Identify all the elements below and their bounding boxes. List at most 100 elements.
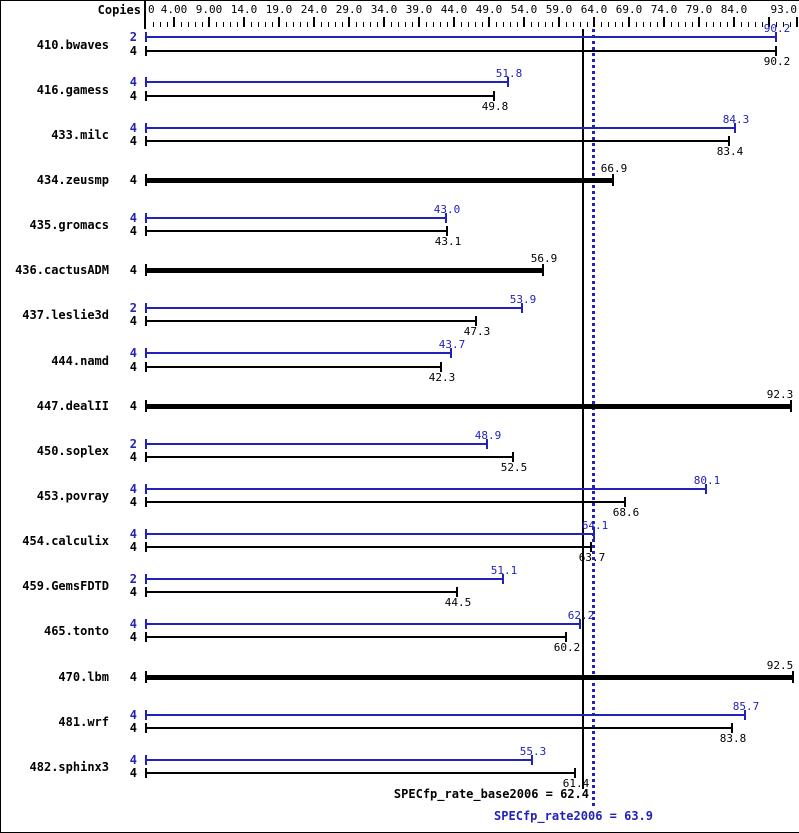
bar-value-label: 61.4 (562, 777, 590, 790)
copies-value: 4 (129, 173, 137, 187)
copies-value: 4 (129, 263, 137, 277)
bar-base (146, 727, 733, 729)
x-axis-minor-tick (580, 22, 581, 27)
bar-end-cap (512, 452, 514, 462)
x-axis-minor-tick (615, 22, 616, 27)
bar-end-cap (790, 400, 792, 412)
copies-value: 4 (129, 585, 137, 599)
x-axis-major-tick (593, 17, 595, 27)
x-axis-minor-tick (195, 22, 196, 27)
x-axis-minor-tick (748, 22, 749, 27)
bar-peak (146, 623, 581, 625)
x-axis-minor-tick (510, 22, 511, 27)
axis-separator (144, 1, 146, 29)
bar-value-label: 84.3 (722, 113, 750, 126)
x-axis-minor-tick (608, 22, 609, 27)
benchmark-label: 410.bwaves (36, 38, 109, 52)
bar-peak (146, 714, 746, 716)
x-axis-label: 29.0 (335, 3, 363, 16)
bar-start-cap (145, 484, 147, 494)
x-axis-minor-tick (601, 22, 602, 27)
copies-value: 4 (129, 753, 137, 767)
bar-value-label: 43.0 (433, 203, 461, 216)
x-axis-minor-tick (258, 22, 259, 27)
x-axis-minor-tick (475, 22, 476, 27)
bar-end-cap (593, 529, 595, 539)
bar-start-cap (145, 755, 147, 765)
copies-value: 4 (129, 224, 137, 238)
x-axis-label: 84.0 (720, 3, 748, 16)
bar-end-cap (612, 174, 614, 186)
x-axis-label: 9.00 (195, 3, 223, 16)
x-axis-minor-tick (223, 22, 224, 27)
peak-mean-line (592, 29, 595, 808)
x-axis-minor-tick (538, 22, 539, 27)
bar-start-cap (145, 46, 147, 56)
x-axis-minor-tick (755, 22, 756, 27)
bar-value-label: 85.7 (732, 700, 760, 713)
x-axis-minor-tick (433, 22, 434, 27)
bar-end-cap (445, 213, 447, 223)
x-axis-minor-tick (440, 22, 441, 27)
x-axis-minor-tick (762, 22, 763, 27)
bar-start-cap (145, 348, 147, 358)
x-axis-minor-tick (692, 22, 693, 27)
x-axis-minor-tick (321, 22, 322, 27)
copies-value: 4 (129, 670, 137, 684)
bar-value-label: 48.9 (474, 429, 502, 442)
bar-value-label: 47.3 (463, 325, 491, 338)
x-axis-minor-tick (342, 22, 343, 27)
bar-base (146, 178, 614, 183)
benchmark-label: 459.GemsFDTD (22, 579, 109, 593)
bar-start-cap (145, 400, 147, 412)
bar-value-label: 60.2 (553, 641, 581, 654)
bar-value-label: 52.5 (500, 461, 528, 474)
benchmark-label: 444.namd (51, 354, 109, 368)
x-axis-minor-tick (237, 22, 238, 27)
bar-end-cap (728, 136, 730, 146)
copies-value: 4 (129, 44, 137, 58)
x-axis-label: 4.00 (160, 3, 188, 16)
benchmark-label: 435.gromacs (29, 218, 109, 232)
x-axis-label: 14.0 (230, 3, 258, 16)
x-axis-label: 34.0 (370, 3, 398, 16)
copies-value: 2 (129, 30, 137, 44)
x-axis-minor-tick (503, 22, 504, 27)
bar-end-cap (507, 77, 509, 87)
bar-end-cap (579, 619, 581, 629)
x-axis-minor-tick (552, 22, 553, 27)
x-axis-minor-tick (272, 22, 273, 27)
x-axis-minor-tick (790, 22, 791, 27)
copies-value: 2 (129, 437, 137, 451)
bar-end-cap (440, 362, 442, 372)
bar-base (146, 501, 626, 503)
benchmark-label: 416.gamess (36, 83, 109, 97)
bar-start-cap (145, 77, 147, 87)
x-axis-minor-tick (391, 22, 392, 27)
x-axis-minor-tick (741, 22, 742, 27)
bar-start-cap (145, 303, 147, 313)
x-axis-major-tick (208, 17, 210, 27)
bar-start-cap (145, 452, 147, 462)
bar-value-label: 92.5 (766, 659, 794, 672)
x-axis-minor-tick (727, 22, 728, 27)
x-axis-minor-tick (468, 22, 469, 27)
copies-value: 4 (129, 314, 137, 328)
bar-end-cap (486, 439, 488, 449)
x-axis-label: 93.0 (770, 3, 798, 16)
copies-value: 4 (129, 527, 137, 541)
x-axis-major-tick (278, 17, 280, 27)
copies-value: 4 (129, 721, 137, 735)
copies-value: 4 (129, 495, 137, 509)
x-axis-minor-tick (573, 22, 574, 27)
bar-start-cap (145, 587, 147, 597)
x-axis-minor-tick (160, 22, 161, 27)
copies-value: 4 (129, 89, 137, 103)
bar-peak (146, 217, 447, 219)
x-axis-minor-tick (783, 22, 784, 27)
copies-value: 4 (129, 540, 137, 554)
bar-start-cap (145, 213, 147, 223)
bar-base (146, 772, 576, 774)
x-axis-major-tick (768, 17, 770, 27)
x-axis-minor-tick (405, 22, 406, 27)
